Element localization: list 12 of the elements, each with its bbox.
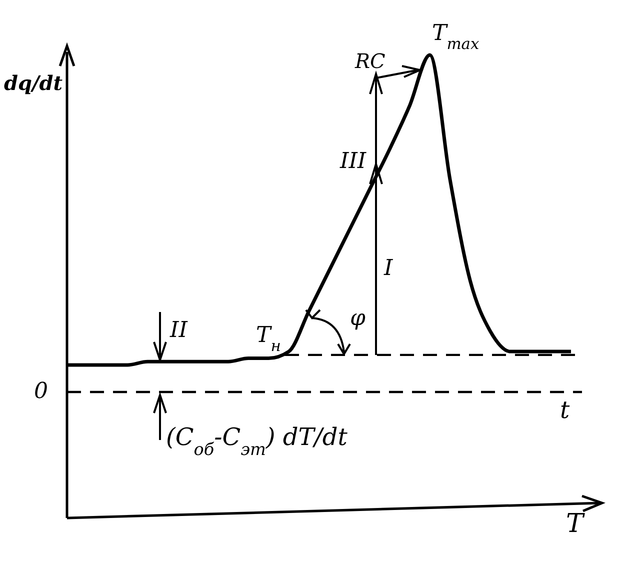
annotation: T$_{н}$	[256, 323, 281, 355]
annotation: φ	[350, 306, 366, 331]
y-axis-title: dq/dt	[4, 71, 64, 95]
annotation: III	[339, 149, 368, 174]
ref-line-label: 0	[34, 379, 48, 404]
text: T$_{max}$	[432, 21, 480, 53]
text: (C$_{об}$-C$_{эт}$) dT/dt	[166, 423, 348, 459]
text: t	[560, 396, 570, 424]
annotation: II	[169, 318, 189, 343]
annotation: RC	[354, 49, 386, 73]
annotation: I	[383, 256, 394, 281]
x-axis-title: T	[566, 509, 585, 539]
